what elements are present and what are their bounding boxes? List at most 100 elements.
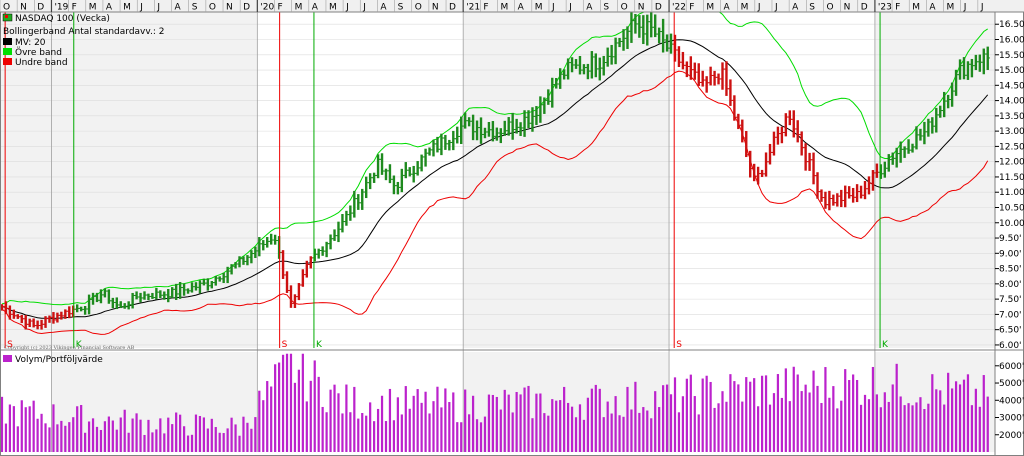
- volume-bar: [796, 374, 799, 452]
- volume-bar: [226, 428, 229, 452]
- month-label: D: [449, 3, 456, 13]
- volume-bar: [452, 392, 455, 452]
- volume-title: Volym/Portföljvärde: [15, 355, 103, 365]
- month-label: M: [912, 3, 920, 13]
- month-label: S: [398, 3, 404, 13]
- month-label: J: [757, 3, 761, 13]
- month-label: M: [295, 3, 303, 13]
- volume-bar: [464, 389, 467, 452]
- volume-bar: [566, 402, 570, 452]
- volume-bar: [855, 379, 859, 452]
- volume-bar: [570, 406, 574, 452]
- volume-bar: [840, 400, 843, 452]
- volume-bar: [903, 405, 906, 452]
- volume-bar: [974, 388, 977, 452]
- month-label: S: [809, 3, 815, 13]
- month-strip: [0, 0, 1024, 12]
- volume-bar: [12, 406, 15, 452]
- year-shade-prev: [0, 12, 52, 348]
- volume-bar: [317, 376, 320, 452]
- volume-bar: [642, 407, 645, 452]
- signal-label: S: [7, 340, 13, 350]
- volume-bar: [76, 406, 79, 452]
- volume-bar: [487, 394, 491, 452]
- volume-bar: [167, 417, 170, 452]
- volume-bar: [919, 397, 922, 452]
- price-tick-label: 7.00': [999, 310, 1022, 320]
- month-label: J: [362, 3, 366, 13]
- volume-bar: [844, 369, 847, 452]
- volume-bar: [56, 424, 59, 452]
- volume-bar: [293, 382, 297, 452]
- volume-bar: [776, 374, 780, 452]
- volume-bar: [289, 353, 293, 452]
- month-label: D: [655, 3, 662, 13]
- bollinger-bands: [1, 0, 989, 335]
- volume-bar: [614, 396, 617, 452]
- price-legend-swatch-red: [5, 15, 8, 18]
- volume-bar: [151, 432, 154, 452]
- volume-bar: [852, 374, 855, 452]
- volume-bar: [527, 385, 530, 452]
- volume-bar: [931, 374, 934, 452]
- volume-bar: [705, 375, 708, 452]
- volume-bar: [943, 404, 946, 452]
- month-label: A: [106, 3, 113, 13]
- volume-bar: [456, 422, 459, 452]
- month-label: J: [963, 3, 967, 13]
- volume-bar: [875, 394, 879, 452]
- legend: NASDAQ 100 (Vecka) Bollingerband Antal s…: [2, 13, 164, 365]
- volume-bar: [923, 409, 926, 452]
- volume-bar: [52, 404, 55, 452]
- price-tick-label: 10.50': [999, 203, 1024, 213]
- volume-bar: [859, 404, 863, 452]
- volume-bar: [816, 385, 819, 452]
- volume-bar: [68, 422, 71, 452]
- volume-bar: [927, 403, 930, 452]
- price-tick-label: 14.50': [999, 81, 1024, 91]
- volume-bar: [309, 380, 312, 452]
- price-tick-label: 6.50': [999, 326, 1022, 336]
- month-label: F: [895, 3, 900, 13]
- price-tick-label: 12.00': [999, 158, 1024, 168]
- volume-bar: [420, 402, 423, 452]
- volume-bar: [531, 418, 534, 452]
- price-tick-label: 16.50': [999, 20, 1024, 30]
- volume-bar: [44, 423, 47, 452]
- volume-bar: [468, 414, 471, 452]
- volume-bar: [107, 416, 110, 452]
- volume-bar: [582, 419, 586, 452]
- volume-bar: [230, 417, 233, 452]
- volume-bar: [551, 399, 554, 452]
- volume-bar: [935, 389, 938, 452]
- month-label: J: [774, 3, 778, 13]
- volume-bar: [297, 369, 301, 452]
- volume-bar: [966, 374, 970, 452]
- month-label: J: [551, 3, 555, 13]
- month-label: S: [192, 3, 198, 13]
- price-bars: [0, 10, 990, 330]
- volume-bar: [163, 433, 166, 452]
- volume-bar: [175, 412, 178, 452]
- volume-bar: [788, 401, 791, 452]
- volume-bar: [982, 375, 985, 452]
- month-label: '21: [466, 3, 480, 13]
- volume-bar: [760, 375, 764, 452]
- volume-bar: [848, 380, 851, 452]
- volume-bar: [717, 403, 720, 452]
- volume-bar: [99, 429, 103, 452]
- price-tick-label: 11.50': [999, 173, 1024, 183]
- month-label: N: [226, 3, 233, 13]
- volume-bar: [91, 418, 95, 452]
- volume-bar: [689, 374, 692, 452]
- month-label: A: [380, 3, 387, 13]
- volume-bar: [737, 384, 740, 452]
- volume-bar: [721, 391, 724, 452]
- volume-bar: [357, 418, 360, 452]
- volume-bar: [95, 426, 99, 452]
- volume-bar: [503, 389, 506, 452]
- year-shade-volume: [51, 352, 258, 452]
- volume-bar: [119, 417, 122, 452]
- volume-bar: [586, 397, 590, 452]
